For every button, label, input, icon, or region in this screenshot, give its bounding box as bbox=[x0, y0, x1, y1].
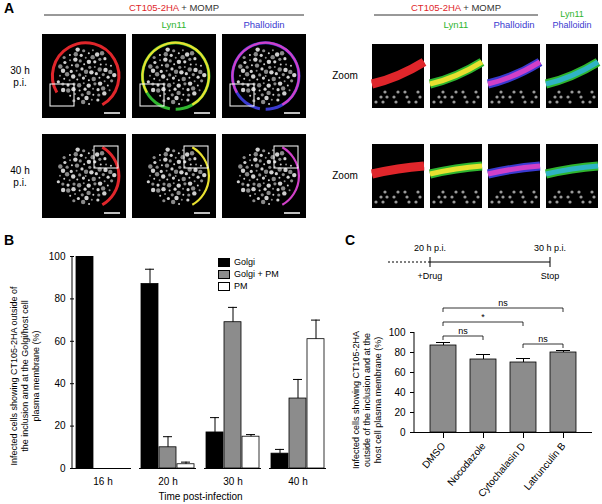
svg-text:CT105-2HA + MOMP: CT105-2HA + MOMP bbox=[411, 2, 501, 13]
svg-text:30 h: 30 h bbox=[10, 65, 29, 76]
svg-text:60: 60 bbox=[54, 336, 66, 347]
svg-text:16 h: 16 h bbox=[93, 476, 112, 487]
html-text:Golgi: Golgi bbox=[234, 257, 255, 267]
svg-text:20 h p.i.: 20 h p.i. bbox=[414, 243, 446, 253]
svg-text:20: 20 bbox=[394, 407, 406, 418]
svg-text:Phalloidin: Phalloidin bbox=[552, 20, 591, 30]
svg-text:30 h: 30 h bbox=[223, 476, 242, 487]
svg-text:ns: ns bbox=[498, 298, 508, 308]
svg-text:40 h: 40 h bbox=[288, 476, 307, 487]
svg-text:0: 0 bbox=[400, 427, 406, 438]
svg-text:20: 20 bbox=[54, 420, 66, 431]
svg-text:ns: ns bbox=[538, 334, 548, 344]
svg-text:Nocodazole: Nocodazole bbox=[445, 440, 488, 488]
svg-text:100: 100 bbox=[389, 327, 406, 338]
svg-text:60: 60 bbox=[394, 367, 406, 378]
svg-text:Cytochalasin D: Cytochalasin D bbox=[476, 440, 528, 499]
html-text:B: B bbox=[4, 232, 15, 248]
svg-text:Infected cells showing CT105-2: Infected cells showing CT105-2HA outside… bbox=[9, 286, 41, 466]
svg-text:100: 100 bbox=[49, 251, 66, 262]
svg-text:40: 40 bbox=[54, 378, 66, 389]
svg-text:Zoom: Zoom bbox=[332, 70, 358, 81]
html-text:C: C bbox=[345, 232, 356, 248]
svg-text:0: 0 bbox=[60, 463, 66, 474]
svg-text:DMSO: DMSO bbox=[420, 440, 448, 470]
svg-text:Lyn11: Lyn11 bbox=[560, 9, 584, 19]
svg-text:*: * bbox=[481, 312, 485, 322]
svg-text:40: 40 bbox=[394, 387, 406, 398]
svg-text:+Drug: +Drug bbox=[418, 271, 443, 281]
svg-text:p.i.: p.i. bbox=[13, 177, 26, 188]
svg-text:80: 80 bbox=[394, 347, 406, 358]
svg-text:20 h: 20 h bbox=[158, 476, 177, 487]
svg-text:Lyn11: Lyn11 bbox=[162, 19, 187, 30]
svg-text:Stop: Stop bbox=[541, 271, 560, 281]
svg-text:p.i.: p.i. bbox=[13, 77, 26, 88]
svg-text:40 h: 40 h bbox=[10, 165, 29, 176]
svg-text:Zoom: Zoom bbox=[332, 170, 358, 181]
html-text:Golgi + PM: Golgi + PM bbox=[234, 269, 279, 279]
svg-text:Lyn11: Lyn11 bbox=[444, 19, 469, 30]
svg-text:30 h p.i.: 30 h p.i. bbox=[534, 243, 566, 253]
svg-text:Time post-infection: Time post-infection bbox=[158, 491, 242, 502]
html-text:A: A bbox=[4, 0, 15, 16]
svg-text:80: 80 bbox=[54, 293, 66, 304]
svg-text:Phalloidin: Phalloidin bbox=[243, 19, 284, 30]
html-text:PM: PM bbox=[234, 281, 248, 291]
svg-text:Infected cells showing CT105-2: Infected cells showing CT105-2HAoutside … bbox=[351, 331, 383, 469]
svg-text:CT105-2HA + MOMP: CT105-2HA + MOMP bbox=[129, 2, 219, 13]
svg-text:Phalloidin: Phalloidin bbox=[493, 19, 534, 30]
svg-text:Latrunculin B: Latrunculin B bbox=[522, 440, 568, 492]
svg-text:ns: ns bbox=[458, 326, 468, 336]
